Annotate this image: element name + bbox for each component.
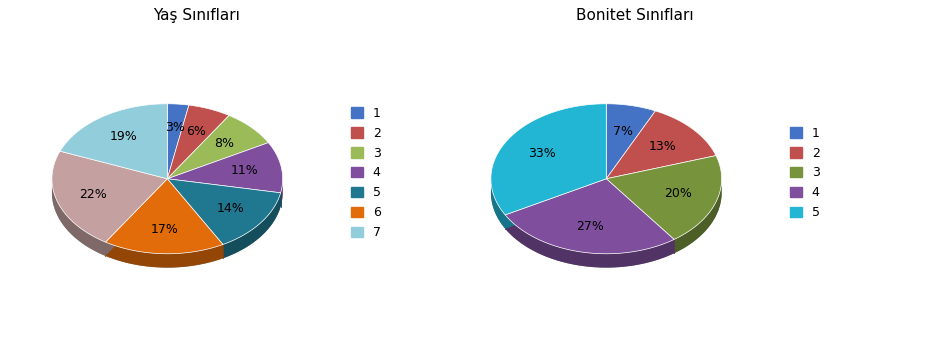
Text: 17%: 17% bbox=[151, 223, 178, 236]
Polygon shape bbox=[167, 179, 223, 258]
Text: 20%: 20% bbox=[664, 187, 691, 200]
Polygon shape bbox=[223, 193, 280, 258]
Legend: 1, 2, 3, 4, 5: 1, 2, 3, 4, 5 bbox=[790, 127, 820, 219]
Polygon shape bbox=[606, 104, 656, 179]
Polygon shape bbox=[505, 215, 674, 267]
Polygon shape bbox=[491, 182, 505, 229]
Polygon shape bbox=[167, 179, 223, 258]
Text: 13%: 13% bbox=[648, 140, 676, 153]
Polygon shape bbox=[167, 104, 189, 179]
Polygon shape bbox=[167, 143, 283, 193]
Title: Yaş Sınıfları: Yaş Sınıfları bbox=[152, 8, 240, 23]
Polygon shape bbox=[106, 242, 223, 267]
Polygon shape bbox=[106, 179, 167, 256]
Polygon shape bbox=[606, 179, 674, 253]
Text: 8%: 8% bbox=[215, 137, 234, 151]
Polygon shape bbox=[106, 179, 167, 256]
Polygon shape bbox=[606, 111, 716, 179]
Polygon shape bbox=[505, 179, 606, 229]
Text: 7%: 7% bbox=[613, 125, 632, 138]
Ellipse shape bbox=[52, 118, 283, 267]
Text: 27%: 27% bbox=[576, 220, 604, 233]
Polygon shape bbox=[52, 151, 167, 242]
Polygon shape bbox=[167, 116, 268, 179]
Text: 11%: 11% bbox=[231, 164, 259, 177]
Polygon shape bbox=[606, 156, 722, 239]
Polygon shape bbox=[280, 179, 283, 207]
Title: Bonitet Sınıfları: Bonitet Sınıfları bbox=[576, 8, 694, 23]
Polygon shape bbox=[167, 179, 280, 207]
Polygon shape bbox=[606, 179, 674, 253]
Polygon shape bbox=[60, 104, 167, 179]
Text: 3%: 3% bbox=[164, 121, 185, 135]
Text: 19%: 19% bbox=[109, 130, 137, 143]
Polygon shape bbox=[505, 179, 606, 229]
Polygon shape bbox=[505, 179, 674, 254]
Polygon shape bbox=[674, 180, 722, 253]
Polygon shape bbox=[167, 179, 280, 245]
Polygon shape bbox=[167, 105, 229, 179]
Text: 6%: 6% bbox=[186, 125, 206, 138]
Text: 33%: 33% bbox=[528, 147, 556, 161]
Ellipse shape bbox=[491, 118, 722, 267]
Text: 22%: 22% bbox=[78, 188, 106, 201]
Legend: 1, 2, 3, 4, 5, 6, 7: 1, 2, 3, 4, 5, 6, 7 bbox=[351, 107, 381, 239]
Polygon shape bbox=[106, 179, 223, 254]
Text: 14%: 14% bbox=[217, 202, 245, 215]
Polygon shape bbox=[167, 179, 280, 207]
Polygon shape bbox=[491, 104, 606, 215]
Polygon shape bbox=[52, 180, 106, 256]
